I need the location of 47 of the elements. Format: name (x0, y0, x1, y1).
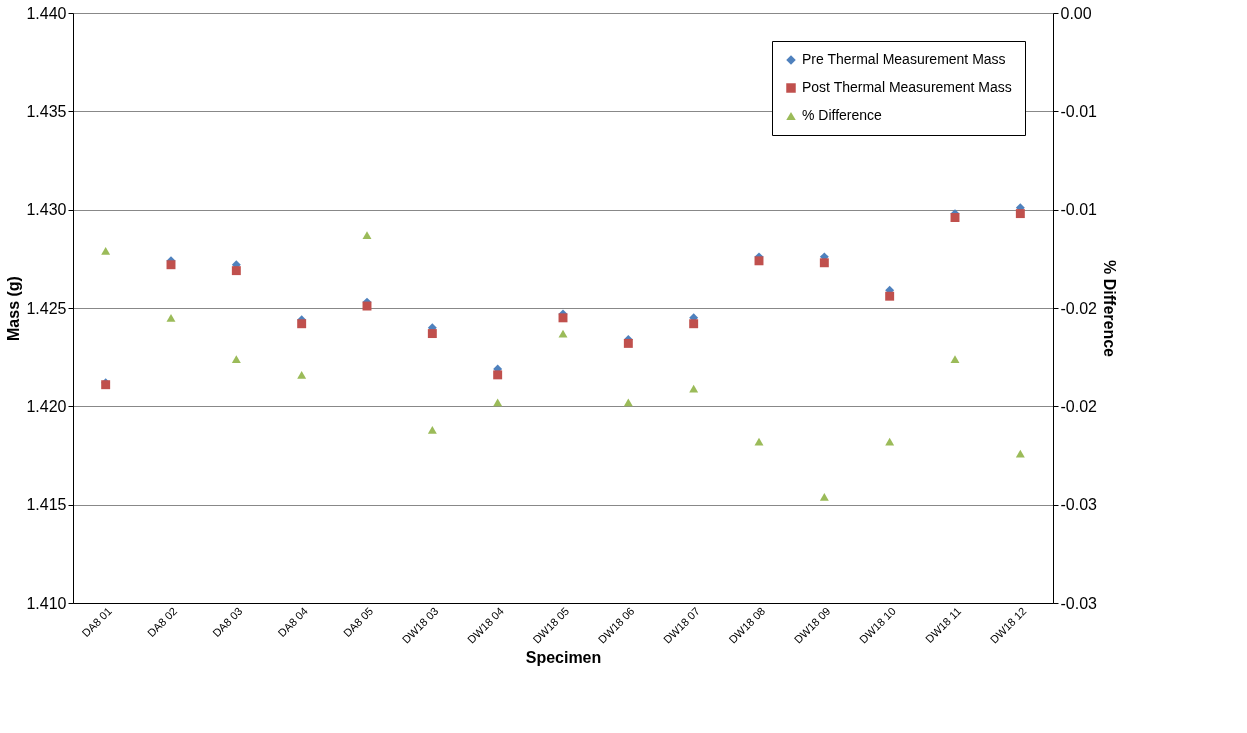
point (689, 384, 699, 393)
x-axis-title: Specimen (525, 648, 602, 666)
legend-label: Post Thermal Measurement Mass (802, 79, 1012, 95)
legend-label: Pre Thermal Measurement Mass (802, 51, 1006, 67)
point (297, 370, 307, 379)
point (362, 231, 372, 240)
point (166, 260, 176, 270)
point (689, 319, 699, 329)
point (623, 338, 633, 348)
point (231, 355, 241, 364)
point (427, 329, 437, 339)
point (427, 426, 437, 434)
y2-tick-label: -0.02 (1060, 299, 1098, 317)
point (819, 258, 829, 268)
point (885, 437, 895, 446)
y2-axis-title: % Difference (1100, 260, 1118, 358)
y2-tick-label: 0.00 (1060, 4, 1092, 22)
point (950, 355, 960, 364)
point (819, 492, 829, 501)
y2-tick-label: -0.03 (1060, 496, 1098, 514)
y-tick-label: 1.435 (26, 102, 67, 120)
point (558, 313, 568, 323)
point (754, 256, 764, 266)
point (101, 247, 111, 255)
y-tick-label: 1.440 (26, 4, 67, 22)
y-tick-label: 1.425 (26, 299, 67, 317)
y-axis-title: Mass (g) (5, 276, 23, 341)
point (297, 319, 307, 329)
y2-tick-label: -0.01 (1060, 102, 1098, 120)
legend-label: % Difference (802, 107, 883, 123)
point (754, 437, 764, 446)
point (493, 370, 503, 380)
y2-tick-label: -0.01 (1060, 201, 1098, 219)
y-tick-label: 1.410 (26, 594, 67, 612)
point (231, 266, 241, 276)
y2-tick-label: -0.02 (1060, 397, 1098, 415)
point (493, 398, 503, 407)
point (166, 313, 176, 322)
point (885, 291, 895, 301)
y-tick-label: 1.420 (26, 397, 67, 415)
point (1015, 209, 1025, 219)
point (362, 301, 372, 311)
y2-tick-label: -0.03 (1060, 594, 1098, 612)
y-tick-label: 1.430 (26, 201, 67, 219)
point (950, 213, 960, 223)
y-tick-label: 1.415 (26, 496, 67, 514)
point (623, 398, 633, 407)
